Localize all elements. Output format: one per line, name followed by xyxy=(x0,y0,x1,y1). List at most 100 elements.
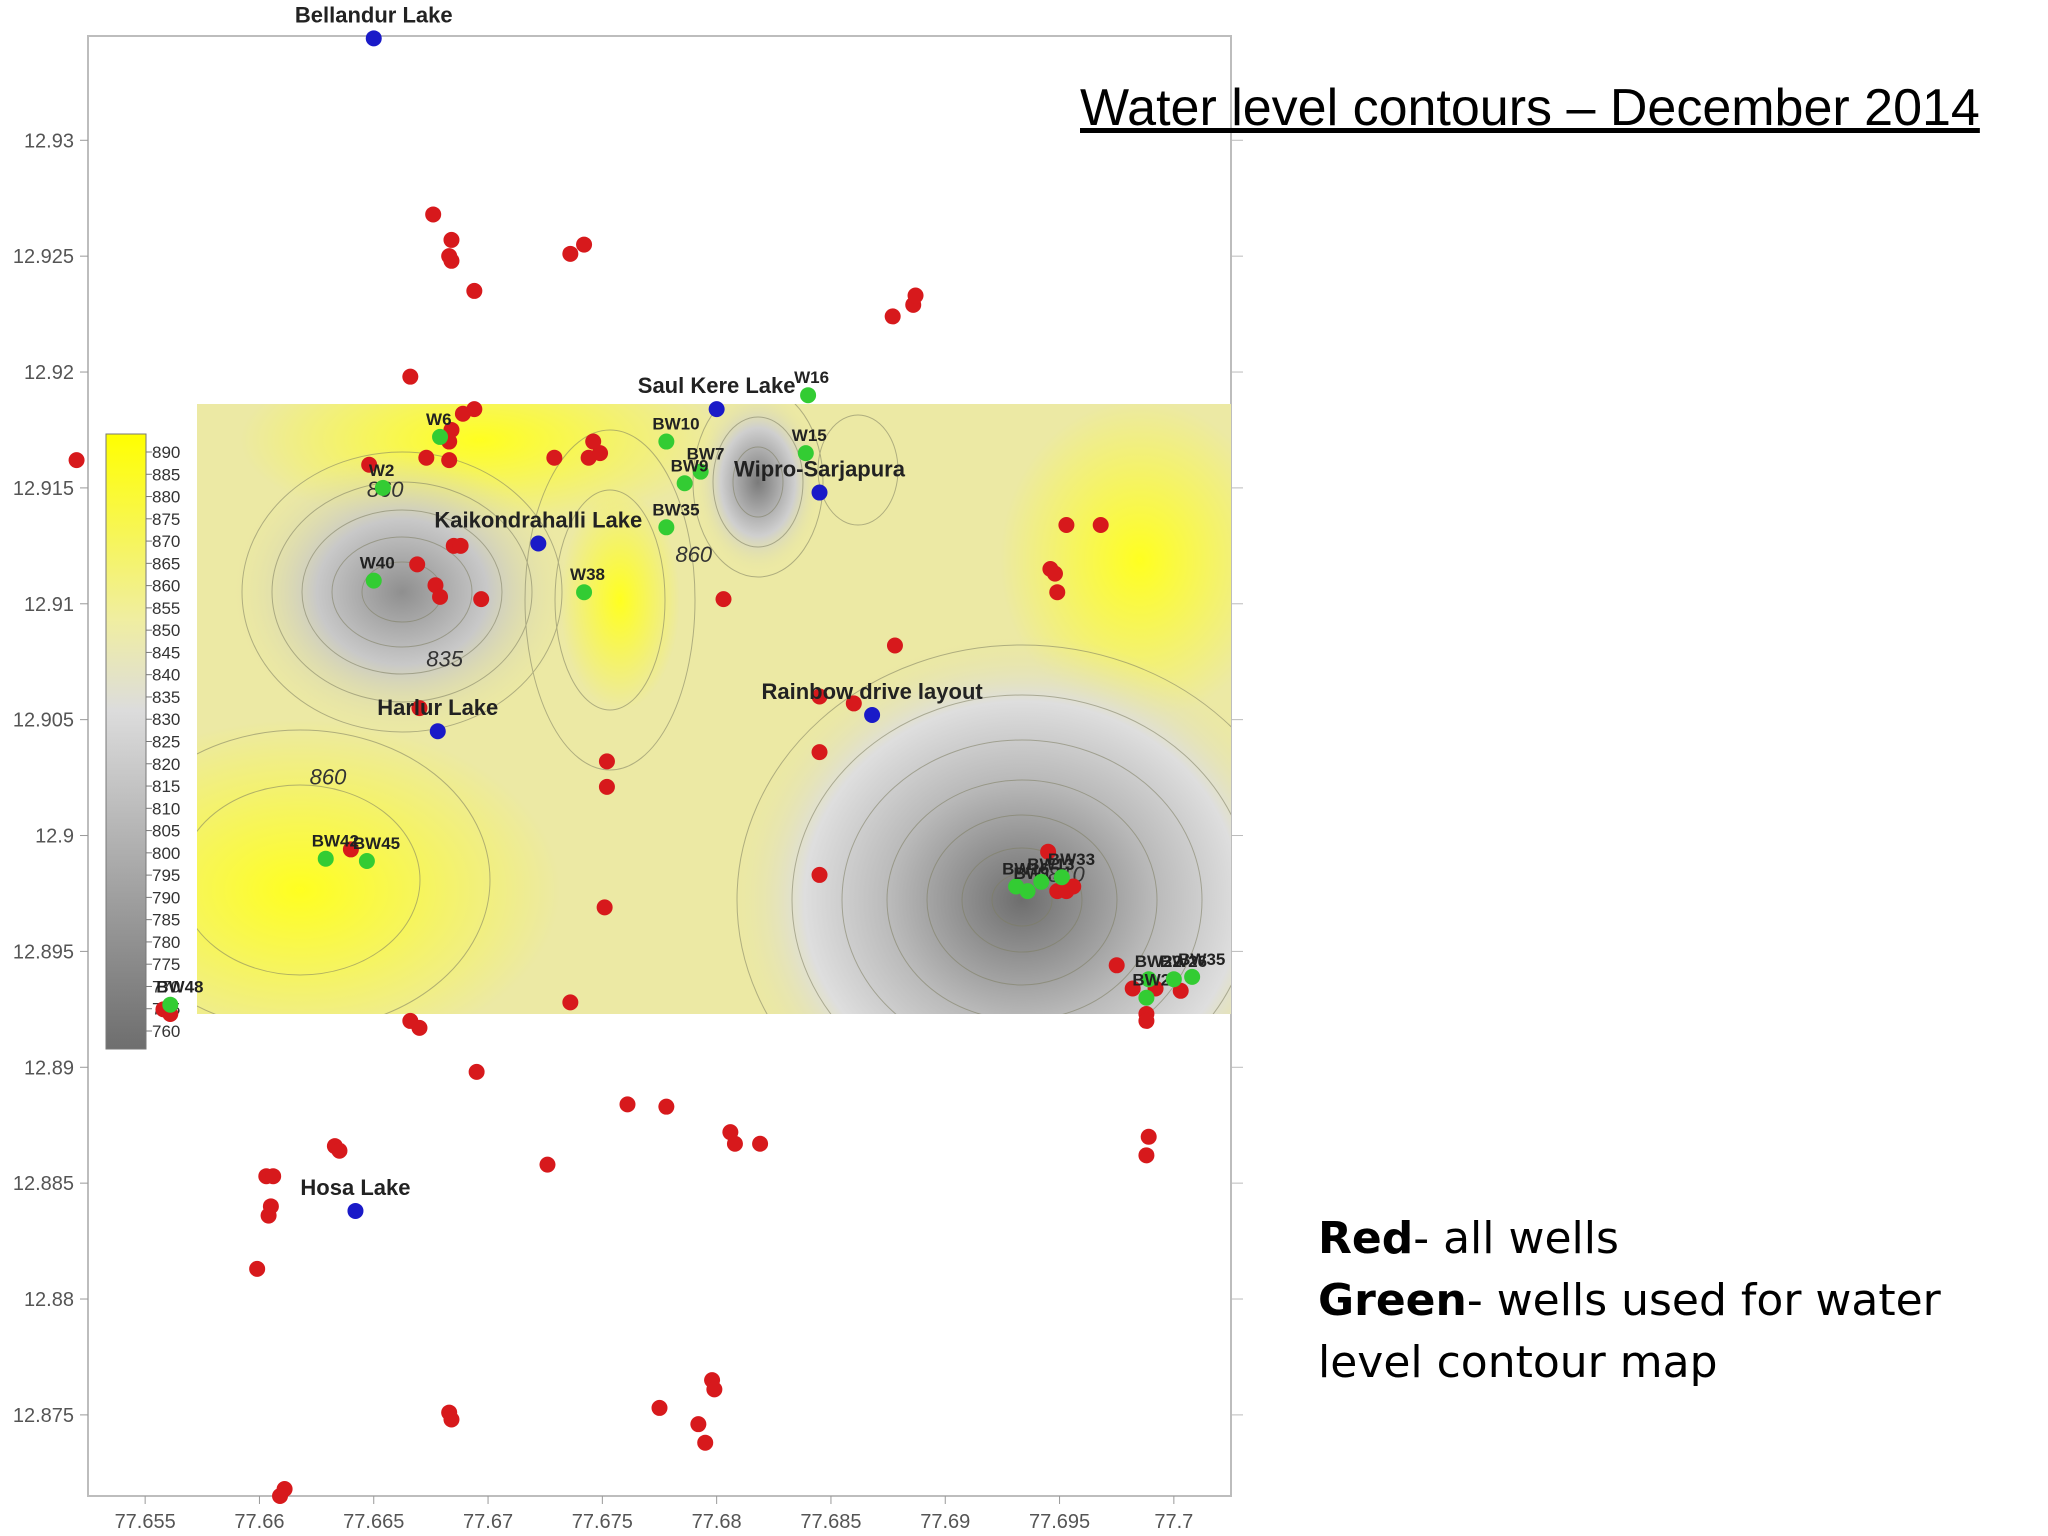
green-well-marker xyxy=(658,433,675,450)
red-well-marker xyxy=(272,1488,289,1504)
well-label: BW48 xyxy=(156,978,203,997)
colorbar-label: 875 xyxy=(152,510,180,529)
green-well-marker xyxy=(797,445,814,462)
well-label: W40 xyxy=(360,554,395,573)
green-well-marker xyxy=(1053,869,1070,886)
green-well-marker xyxy=(365,572,382,589)
colorbar-label: 790 xyxy=(152,888,180,907)
colorbar-label: 825 xyxy=(152,733,180,752)
well-label: BW42 xyxy=(312,832,359,851)
green-well-marker xyxy=(1033,873,1050,890)
red-well-marker xyxy=(432,588,449,605)
colorbar-labels: 890 885 880 875 870 865 860 855 850 845 840 835 830 8… xyxy=(146,443,180,1041)
x-tick-label: 77.68 xyxy=(692,1511,742,1533)
red-well-marker xyxy=(249,1260,266,1277)
well-label: W16 xyxy=(794,368,829,387)
x-axis: 77.655 77.66 77.665 77.67 77.675 77.68 77.685 7… xyxy=(115,1496,1193,1533)
y-tick-label: 12.91 xyxy=(24,594,74,616)
well-label: BW35 xyxy=(652,500,699,519)
red-well-marker xyxy=(562,994,579,1011)
red-well-marker xyxy=(811,866,828,883)
red-well-marker xyxy=(411,1019,428,1036)
red-well-marker xyxy=(845,695,862,712)
well-label: BW13 xyxy=(1027,855,1074,874)
well-label: BW17 xyxy=(1014,864,1061,883)
red-well-marker xyxy=(1138,1147,1155,1164)
red-well-marker xyxy=(443,252,460,269)
red-well-marker xyxy=(425,206,442,223)
green-well-marker xyxy=(1019,883,1036,900)
green-well-marker xyxy=(676,475,693,492)
x-tick-label: 77.655 xyxy=(115,1511,176,1533)
green-well-marker xyxy=(1165,971,1182,988)
lake-marker xyxy=(708,401,725,418)
red-well-marker xyxy=(1046,565,1063,582)
colorbar-label: 835 xyxy=(152,688,180,707)
red-well-marker xyxy=(706,1381,723,1398)
x-tick-label: 77.665 xyxy=(343,1511,404,1533)
lake-marker xyxy=(811,484,828,501)
lakes: Bellandur Lake Saul Kere Lake Wipro-Sarjap… xyxy=(295,2,983,1219)
red-well-marker xyxy=(598,778,615,795)
well-label: BW9 xyxy=(671,456,709,475)
red-well-marker xyxy=(546,449,563,466)
well-label: BW16 xyxy=(1002,860,1049,879)
red-well-marker xyxy=(361,456,378,473)
colorbar-label: 785 xyxy=(152,911,180,930)
green-well-marker xyxy=(317,850,334,867)
red-well-marker xyxy=(468,1063,485,1080)
red-well-marker xyxy=(1049,584,1066,601)
green-well-marker xyxy=(358,853,375,870)
red-well-marker xyxy=(466,282,483,299)
green-well-marker xyxy=(1140,971,1157,988)
lake-marker xyxy=(530,535,547,552)
colorbar-label: 810 xyxy=(152,799,180,818)
red-well-marker xyxy=(1065,878,1082,895)
red-well-marker xyxy=(690,1416,707,1433)
x-tick-label: 77.7 xyxy=(1154,1511,1193,1533)
red-well-marker xyxy=(697,1434,714,1451)
lake-label: Kaikondrahalli Lake xyxy=(434,508,642,533)
legend-green: Green- wells used for water level contou… xyxy=(1318,1270,2018,1394)
legend-green-text: - wells used for water level contour map xyxy=(1318,1275,1941,1388)
red-well-marker xyxy=(1092,516,1109,533)
y-tick-label: 12.88 xyxy=(24,1289,74,1311)
y-tick-label: 12.92 xyxy=(24,362,74,384)
legend-green-key: Green xyxy=(1318,1275,1467,1326)
colorbar-label: 775 xyxy=(152,955,180,974)
red-well-marker xyxy=(1140,1128,1157,1145)
lake-label: Bellandur Lake xyxy=(295,2,453,27)
colorbar-label: 770 xyxy=(152,977,180,996)
green-well-marker xyxy=(432,428,449,445)
colorbar-label: 865 xyxy=(152,554,180,573)
red-well-marker xyxy=(585,433,602,450)
legend-red-key: Red xyxy=(1318,1213,1414,1264)
red-well-marker xyxy=(466,401,483,418)
y-axis: 12.93 12.925 12.92 12.915 12.91 12.905 12.9 12.… xyxy=(13,130,1243,1427)
contour-label: 860 xyxy=(675,542,712,567)
colorbar-label: 805 xyxy=(152,822,180,841)
contour-label: 835 xyxy=(426,646,463,671)
colorbar-label: 760 xyxy=(152,1022,180,1041)
red-well-marker xyxy=(418,449,435,466)
well-label: BW33 xyxy=(1048,850,1095,869)
x-tick-label: 77.685 xyxy=(800,1511,861,1533)
red-well-marker xyxy=(539,1156,556,1173)
red-well-marker xyxy=(811,688,828,705)
well-label: BW35 xyxy=(1178,950,1225,969)
y-tick-label: 12.895 xyxy=(13,941,74,963)
red-well-marker xyxy=(1172,982,1189,999)
red-well-marker xyxy=(658,1098,675,1115)
red-well-marker xyxy=(562,245,579,262)
well-label: BW22 xyxy=(1135,952,1182,971)
red-well-marker xyxy=(443,1411,460,1428)
red-well-marker xyxy=(331,1142,348,1159)
colorbar-label: 815 xyxy=(152,777,180,796)
colorbar-label: 800 xyxy=(152,844,180,863)
lake-label: Hosa Lake xyxy=(300,1175,410,1200)
well-label: W38 xyxy=(570,565,605,584)
well-label: W2 xyxy=(369,461,395,480)
x-tick-label: 77.66 xyxy=(234,1511,284,1533)
colorbar-label: 845 xyxy=(152,643,180,662)
